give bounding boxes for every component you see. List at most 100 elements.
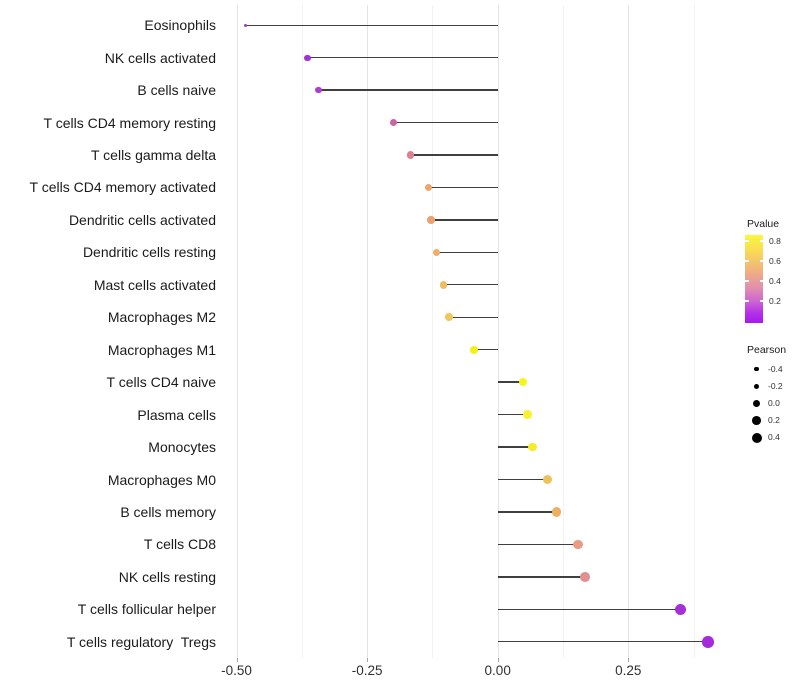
pearson-legend-label: -0.2 — [768, 380, 783, 391]
pearson-legend-dot — [754, 367, 759, 372]
category-label: Monocytes — [148, 439, 216, 456]
major-gridline — [628, 5, 630, 658]
category-label: T cells CD4 memory resting — [43, 114, 216, 131]
lollipop-dot — [445, 313, 453, 322]
major-gridline — [367, 5, 369, 658]
lollipop-dot — [543, 475, 553, 484]
lollipop-dot — [674, 603, 686, 615]
pearson-legend-dot — [751, 432, 762, 443]
lollipop-dot — [304, 54, 311, 61]
lollipop-dot — [551, 507, 561, 517]
minor-gridline — [563, 5, 564, 658]
category-label: T cells regulatory Tregs — [66, 633, 216, 650]
major-gridline — [497, 5, 499, 658]
x-axis-tick — [497, 658, 499, 662]
pvalue-tick-label: 0.2 — [769, 295, 781, 306]
lollipop-stem — [393, 121, 498, 124]
lollipop-stem — [497, 641, 709, 643]
colorbar-tick-notch — [745, 280, 749, 282]
x-axis-tick-label: 0.00 — [484, 663, 511, 678]
minor-gridline — [301, 5, 303, 658]
colorbar-tick-notch — [745, 260, 749, 262]
lollipop-dot — [439, 281, 448, 289]
x-axis-tick — [367, 658, 369, 662]
pearson-legend-label: 0.2 — [768, 415, 780, 426]
colorbar-tick-notch — [745, 300, 749, 302]
lollipop-stem — [497, 381, 523, 383]
category-label: Macrophages M2 — [107, 309, 216, 326]
lollipop-dot — [424, 183, 432, 192]
category-label: Plasma cells — [137, 406, 216, 423]
pearson-legend-label: -0.4 — [768, 363, 783, 374]
category-label: NK cells resting — [118, 568, 216, 585]
category-label: Mast cells activated — [93, 276, 216, 293]
lollipop-stem — [318, 89, 498, 91]
pearson-legend-dot — [753, 383, 760, 390]
major-gridline — [236, 5, 238, 658]
category-label: Dendritic cells resting — [82, 244, 216, 261]
pvalue-colorbar — [745, 235, 763, 323]
pvalue-legend-title: Pvalue — [747, 218, 780, 230]
x-axis-tick — [236, 658, 238, 662]
lollipop-stem — [443, 284, 498, 286]
lollipop-dot — [528, 442, 537, 452]
x-axis-tick-label: -0.50 — [221, 663, 252, 678]
lollipop-dot — [702, 635, 715, 648]
lollipop-stem — [449, 316, 498, 318]
colorbar-tick-notch — [759, 240, 763, 242]
category-label: T cells gamma delta — [90, 147, 216, 163]
colorbar-tick-notch — [759, 260, 763, 262]
lollipop-dot — [406, 151, 415, 159]
x-axis-tick — [628, 658, 630, 662]
lollipop-stem — [410, 154, 498, 156]
category-label: T cells CD8 — [143, 536, 216, 553]
category-label: T cells CD4 naive — [106, 374, 216, 391]
category-label: Dendritic cells activated — [68, 211, 216, 228]
minor-gridline — [693, 5, 695, 658]
lollipop-dot — [573, 539, 584, 550]
pearson-legend-title: Pearson — [747, 344, 787, 356]
pearson-legend-dot — [752, 416, 761, 425]
lollipop-stem — [436, 251, 498, 254]
category-label: T cells CD4 memory activated — [29, 179, 216, 196]
colorbar-tick-notch — [745, 240, 749, 242]
category-label: Eosinophils — [144, 17, 216, 34]
pvalue-tick-label: 0.4 — [769, 275, 781, 286]
lollipop-stem — [245, 24, 498, 26]
lollipop-stem — [497, 446, 533, 448]
category-label: NK cells activated — [104, 49, 216, 66]
lollipop-dot — [389, 118, 397, 127]
pvalue-tick-label: 0.6 — [769, 255, 781, 266]
lollipop-stem — [474, 349, 498, 351]
minor-gridline — [432, 5, 434, 658]
colorbar-tick-notch — [759, 280, 763, 282]
x-axis-tick-label: 0.25 — [615, 663, 642, 678]
lollipop-dot — [470, 345, 479, 354]
lollipop-dot — [523, 410, 532, 419]
category-label: T cells follicular helper — [77, 601, 216, 618]
lollipop-dot — [580, 571, 590, 582]
lollipop-dot — [427, 216, 435, 224]
lollipop-stem — [430, 219, 498, 221]
lollipop-dot — [243, 23, 247, 27]
lollipop-dot — [315, 86, 322, 94]
lollipop-stem — [497, 543, 579, 546]
category-label: Macrophages M1 — [107, 341, 216, 358]
x-axis-tick-label: -0.25 — [351, 663, 383, 678]
category-label: Macrophages M0 — [107, 471, 216, 488]
lollipop-dot — [518, 377, 527, 387]
lollipop-stem — [307, 56, 498, 59]
lollipop-stem — [497, 608, 680, 610]
category-label: B cells naive — [137, 82, 216, 99]
pearson-legend-label: 0.4 — [768, 432, 780, 443]
pearson-legend-dot — [752, 399, 761, 408]
lollipop-stem — [497, 478, 548, 481]
lollipop-stem — [497, 576, 585, 578]
lollipop-stem — [428, 186, 498, 189]
pvalue-tick-label: 0.8 — [769, 235, 781, 246]
lollipop-stem — [497, 413, 528, 416]
pearson-legend-label: 0.0 — [768, 398, 780, 408]
lollipop-dot — [432, 248, 441, 257]
category-label: B cells memory — [120, 503, 216, 520]
